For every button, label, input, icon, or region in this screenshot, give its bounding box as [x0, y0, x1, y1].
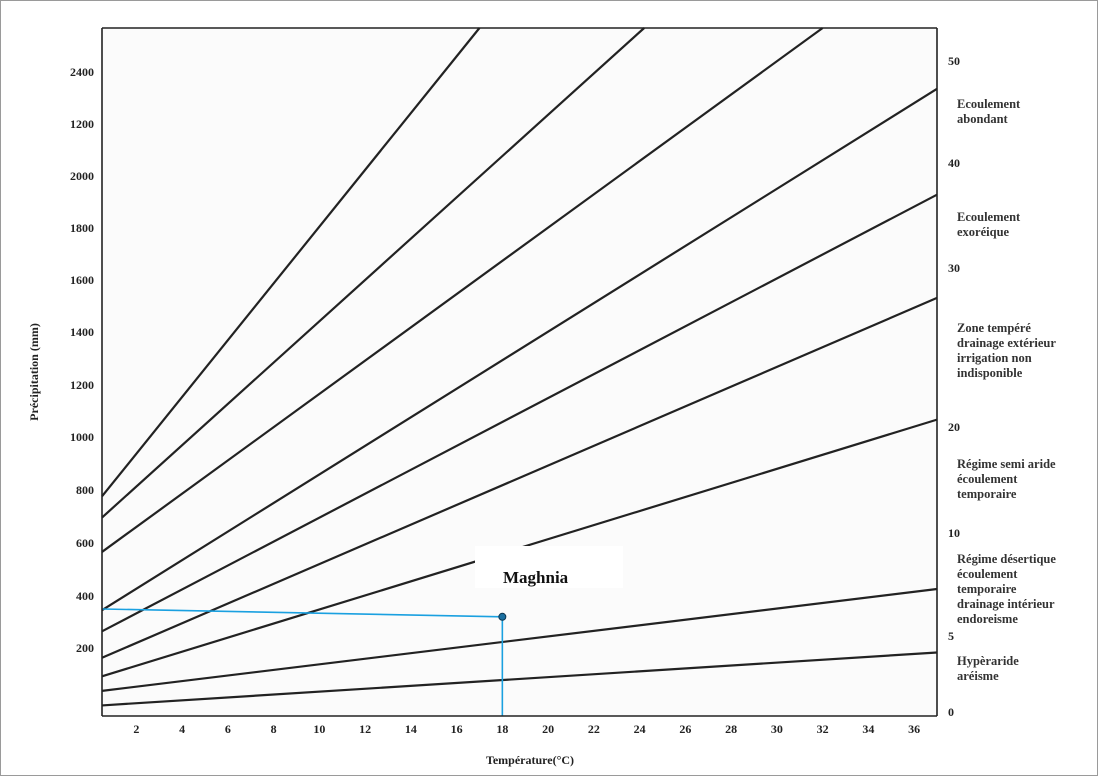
- series-line-7: [101, 27, 824, 553]
- x-tick-label-28: 28: [725, 722, 737, 736]
- x-tick-label-20: 20: [542, 722, 554, 736]
- zone-label-2-line-1: Ecoulement: [957, 210, 1021, 224]
- y-tick-label-right-10: 10: [948, 526, 960, 540]
- annotation-leader-horizontal: [101, 608, 503, 618]
- x-tick-label-10: 10: [313, 722, 325, 736]
- zone-label-6-line-1: Hypèraride: [957, 654, 1019, 668]
- x-tick-label-22: 22: [588, 722, 600, 736]
- x-tick-label-12: 12: [359, 722, 371, 736]
- y-tick-label-left-1: 200: [76, 641, 94, 655]
- zone-label-2-line-2: exoréique: [957, 225, 1010, 239]
- x-tick-label-36: 36: [908, 722, 920, 736]
- y-tick-label-left-11: 1200: [70, 117, 94, 131]
- series-line-9: [101, 27, 481, 498]
- y-tick-label-right-30: 30: [948, 261, 960, 275]
- x-axis-label: Température(°C): [486, 753, 574, 767]
- x-tick-label-26: 26: [679, 722, 691, 736]
- y-tick-label-left-4: 800: [76, 483, 94, 497]
- y-tick-label-right-0: 0: [948, 705, 954, 719]
- zone-label-3-line-2: drainage extérieur: [957, 336, 1056, 350]
- x-tick-label-18: 18: [496, 722, 508, 736]
- series-line-2: [101, 587, 938, 692]
- annotation-label-maghnia: Maghnia: [503, 568, 569, 587]
- y-tick-label-left-9: 1800: [70, 221, 94, 235]
- zone-label-4-line-3: temporaire: [957, 487, 1017, 501]
- x-tick-label-14: 14: [405, 722, 417, 736]
- series-line-1: [101, 651, 938, 707]
- zone-label-4-line-2: écoulement: [957, 472, 1018, 486]
- zone-label-4-line-1: Régime semi aride: [957, 457, 1056, 471]
- y-tick-label-left-5: 1000: [70, 430, 94, 444]
- zone-label-1-line-1: Ecoulement: [957, 97, 1021, 111]
- x-tick-label-24: 24: [634, 722, 646, 736]
- zone-label-1-line-2: abondant: [957, 112, 1009, 126]
- y-tick-label-left-8: 1600: [70, 273, 94, 287]
- zone-label-5-line-4: drainage intérieur: [957, 597, 1055, 611]
- annotation-box: [475, 546, 623, 588]
- annotation-group: [101, 546, 623, 716]
- zone-label-3-line-1: Zone tempéré: [957, 321, 1031, 335]
- x-tick-label-6: 6: [225, 722, 231, 736]
- zone-label-5-line-2: écoulement: [957, 567, 1018, 581]
- series-group: [101, 27, 938, 707]
- y-tick-label-left-7: 1400: [70, 325, 94, 339]
- x-tick-label-8: 8: [271, 722, 277, 736]
- zone-label-3-line-3: irrigation non: [957, 351, 1032, 365]
- series-line-6: [101, 87, 938, 612]
- y-tick-label-right-50: 50: [948, 54, 960, 68]
- zone-label-3-line-4: indisponible: [957, 366, 1023, 380]
- x-tick-label-16: 16: [451, 722, 463, 736]
- zone-label-6-line-2: aréisme: [957, 669, 999, 683]
- y-axis-label: Précipitation (mm): [27, 323, 41, 421]
- series-line-8: [101, 27, 645, 519]
- x-tick-label-2: 2: [133, 722, 139, 736]
- y-tick-label-left-12: 2400: [70, 65, 94, 79]
- y-tick-label-left-6: 1200: [70, 378, 94, 392]
- text-group: 2 4 6 8 10 12 14 16 18 20 22 24 26 28 30 32 34 3620040060…: [27, 54, 1056, 767]
- zone-label-5-line-5: endoreisme: [957, 612, 1018, 626]
- maghnia-point: [498, 612, 507, 621]
- plot-area: [102, 28, 937, 716]
- y-tick-label-left-2: 400: [76, 589, 94, 603]
- y-tick-label-left-3: 600: [76, 536, 94, 550]
- x-tick-label-34: 34: [862, 722, 874, 736]
- x-tick-label-32: 32: [817, 722, 829, 736]
- zone-label-5-line-3: temporaire: [957, 582, 1017, 596]
- x-tick-label-4: 4: [179, 722, 185, 736]
- y-tick-label-right-5: 5: [948, 629, 954, 643]
- y-tick-label-right-40: 40: [948, 156, 960, 170]
- series-line-4: [101, 296, 938, 659]
- axes-group: [101, 27, 938, 717]
- zone-label-5-line-1: Régime désertique: [957, 552, 1056, 566]
- y-tick-label-left-10: 2000: [70, 169, 94, 183]
- y-tick-label-right-20: 20: [948, 420, 960, 434]
- series-line-5: [101, 193, 938, 633]
- x-tick-label-30: 30: [771, 722, 783, 736]
